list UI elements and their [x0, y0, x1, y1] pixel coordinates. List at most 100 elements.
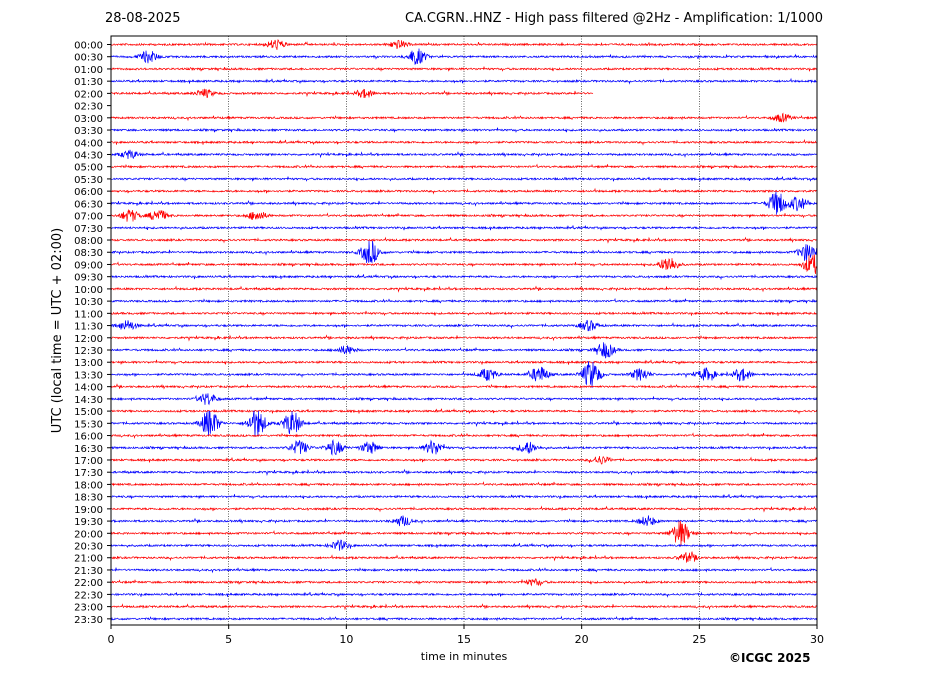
chart-date: 28-08-2025: [105, 11, 181, 26]
trace-row: [110, 138, 818, 146]
x-tick-label: 10: [339, 633, 353, 646]
row-label: 22:30: [74, 590, 103, 601]
row-label: 11:00: [74, 309, 103, 320]
row-label: 05:00: [74, 163, 103, 174]
trace-row: [110, 273, 818, 281]
row-label: 15:30: [74, 419, 103, 430]
trace-row: [110, 319, 818, 332]
trace-row: [110, 408, 818, 415]
trace-row: [110, 361, 818, 388]
trace-row: [110, 393, 818, 406]
row-label: 00:00: [74, 41, 103, 52]
trace-row: [110, 439, 818, 456]
row-label: 08:00: [74, 236, 103, 247]
trace-row: [110, 591, 818, 598]
trace-row: [110, 127, 818, 133]
trace-row: [110, 615, 818, 622]
trace-row: [111, 240, 818, 264]
row-label: 11:30: [74, 322, 103, 333]
trace-row: [110, 578, 818, 587]
trace-row: [110, 359, 818, 366]
trace-row: [110, 176, 818, 182]
trace-row: [110, 566, 818, 574]
trace-row: [110, 236, 818, 244]
x-tick-label: 20: [575, 633, 589, 646]
row-label: 01:00: [74, 65, 103, 76]
row-label: 02:00: [74, 89, 103, 100]
row-label: 16:30: [74, 444, 103, 455]
trace-row: [110, 191, 818, 215]
row-label: 10:00: [74, 285, 103, 296]
x-axis: 0 5 10 15 20 25 30: [108, 625, 824, 646]
x-tick-label: 5: [225, 633, 232, 646]
trace-row: [110, 410, 818, 437]
trace-row: [110, 254, 818, 275]
row-label: 19:30: [74, 517, 103, 528]
row-label: 04:30: [74, 150, 103, 161]
row-label: 13:00: [74, 358, 103, 369]
trace-row: [110, 297, 818, 304]
row-label: 00:30: [74, 53, 103, 64]
trace-row: [110, 224, 818, 231]
row-label: 17:30: [74, 468, 103, 479]
row-label: 04:00: [74, 138, 103, 149]
row-label: 07:30: [74, 224, 103, 235]
trace-row: [110, 432, 818, 439]
trace-row: [110, 481, 818, 487]
row-label: 03:00: [74, 114, 103, 125]
row-label: 01:30: [74, 77, 103, 88]
trace-row: [110, 456, 818, 465]
trace-row: [110, 66, 818, 72]
y-axis-label: UTC (local time = UTC + 02:00): [50, 228, 65, 433]
trace-row: [110, 342, 818, 359]
trace-row: [110, 285, 818, 293]
row-label: 21:30: [74, 566, 103, 577]
trace-row: [110, 310, 818, 317]
row-label: 03:30: [74, 126, 103, 137]
row-label: 09:30: [74, 273, 103, 284]
copyright-text: ©ICGC 2025: [729, 651, 811, 665]
grid-lines: [228, 36, 700, 625]
trace-row: [110, 520, 818, 547]
row-label: 07:00: [74, 212, 103, 223]
x-tick-label: 25: [692, 633, 706, 646]
row-label: 18:30: [74, 493, 103, 504]
x-tick-label: 15: [457, 633, 471, 646]
x-axis-label: time in minutes: [421, 650, 508, 663]
row-label: 05:30: [74, 175, 103, 186]
trace-row: [110, 77, 818, 85]
row-label: 14:30: [74, 395, 103, 406]
trace-row: [110, 187, 818, 195]
row-label: 12:30: [74, 346, 103, 357]
row-label: 06:30: [74, 199, 103, 210]
row-label: 13:30: [74, 370, 103, 381]
trace-row: [110, 48, 818, 65]
row-label: 19:00: [74, 505, 103, 516]
trace-row: [110, 163, 818, 170]
trace-row: [110, 149, 818, 159]
x-tick-label: 30: [810, 633, 824, 646]
trace-row: [110, 493, 818, 500]
row-label: 06:00: [74, 187, 103, 198]
seismic-traces: [110, 38, 818, 622]
trace-row: [110, 550, 818, 563]
row-label: 15:00: [74, 407, 103, 418]
row-label: 14:00: [74, 383, 103, 394]
trace-row: [110, 505, 818, 513]
trace-row: [110, 334, 818, 342]
trace-row: [110, 38, 818, 50]
row-label: 22:00: [74, 578, 103, 589]
trace-row: [110, 539, 818, 551]
row-label: 10:30: [74, 297, 103, 308]
trace-row: [110, 383, 818, 391]
row-label: 20:00: [74, 529, 103, 540]
row-label: 08:30: [74, 248, 103, 259]
row-label: 23:00: [74, 603, 103, 614]
row-label: 20:30: [74, 542, 103, 553]
row-label: 23:30: [74, 615, 103, 626]
row-label: 17:00: [74, 456, 103, 467]
trace-row: [110, 515, 818, 527]
trace-row: [110, 112, 818, 123]
